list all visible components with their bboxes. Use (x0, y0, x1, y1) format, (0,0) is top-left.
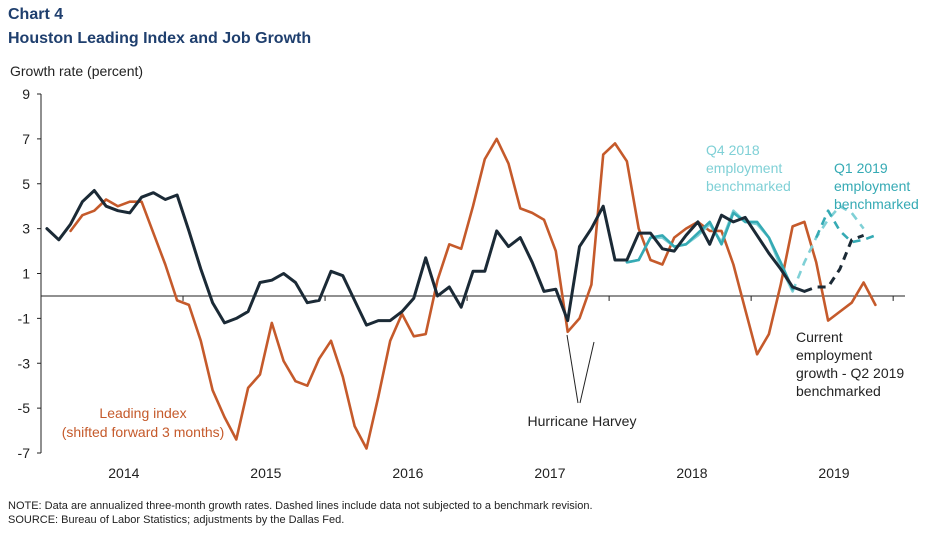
hurricane-pointer-right (579, 341, 595, 404)
annotation-current-line3: growth - Q2 2019 (796, 365, 904, 381)
annotation-q4-2018-line1: Q4 2018 (706, 142, 760, 158)
annotation-q4-2018-line2: employment (706, 160, 782, 176)
y-tick-label: 1 (22, 266, 30, 282)
x-tick-label: 2015 (250, 465, 281, 481)
y-tick-label: -7 (18, 445, 31, 461)
y-tick-label: 7 (22, 131, 30, 147)
series-line-1 (45, 189, 806, 327)
y-tick-label: -3 (18, 355, 31, 371)
annotation-current-line1: Current (796, 329, 843, 345)
chart-title: Houston Leading Index and Job Growth (8, 30, 312, 47)
hurricane-pointer-left (566, 334, 579, 404)
y-tick-label: 9 (22, 86, 30, 102)
series-layer (45, 137, 877, 450)
x-tick-label: 2018 (676, 465, 707, 481)
source-text: SOURCE: Bureau of Labor Statistics; adju… (8, 514, 345, 526)
y-tick-label: -1 (18, 310, 31, 326)
annotation-current-line4: benchmarked (796, 383, 881, 399)
chart-number: Chart 4 (8, 6, 64, 23)
annotation-q1-2019-line1: Q1 2019 (834, 160, 888, 176)
annotation-q4-2018-line3: benchmarked (706, 178, 791, 194)
axes-layer: 9 7 5 3 1 -1 -3 -5 -7 2014 2015 2016 2017 2018 2019 (18, 86, 905, 481)
y-tick-label: 5 (22, 176, 30, 192)
y-tick-label: -5 (18, 400, 31, 416)
annotation-current-line2: employment (796, 347, 872, 363)
y-axis-label: Growth rate (percent) (10, 63, 144, 79)
x-tick-label: 2017 (534, 465, 565, 481)
y-tick-label: 3 (22, 221, 30, 237)
chart-footnotes: NOTE: Data are annualized three-month gr… (8, 499, 593, 527)
series-line-4 (791, 204, 865, 292)
series-line-6 (815, 209, 876, 244)
annotation-q1-2019-line2: employment (834, 178, 910, 194)
annotation-q1-2019-line3: benchmarked (834, 196, 919, 212)
annotation-leading-index-line2: (shifted forward 3 months) (62, 424, 225, 440)
x-tick-label: 2014 (108, 465, 139, 481)
x-tick-label: 2019 (818, 465, 849, 481)
chart-plot: 9 7 5 3 1 -1 -3 -5 -7 2014 2015 2016 2017 2018 2019 Le… (18, 86, 919, 481)
annotation-hurricane-harvey: Hurricane Harvey (528, 413, 637, 429)
series-line-0 (69, 137, 877, 450)
note-text: NOTE: Data are annualized three-month gr… (8, 500, 593, 512)
series-line-2 (803, 233, 865, 293)
x-tick-label: 2016 (392, 465, 423, 481)
annotation-leading-index-line1: Leading index (99, 405, 186, 421)
